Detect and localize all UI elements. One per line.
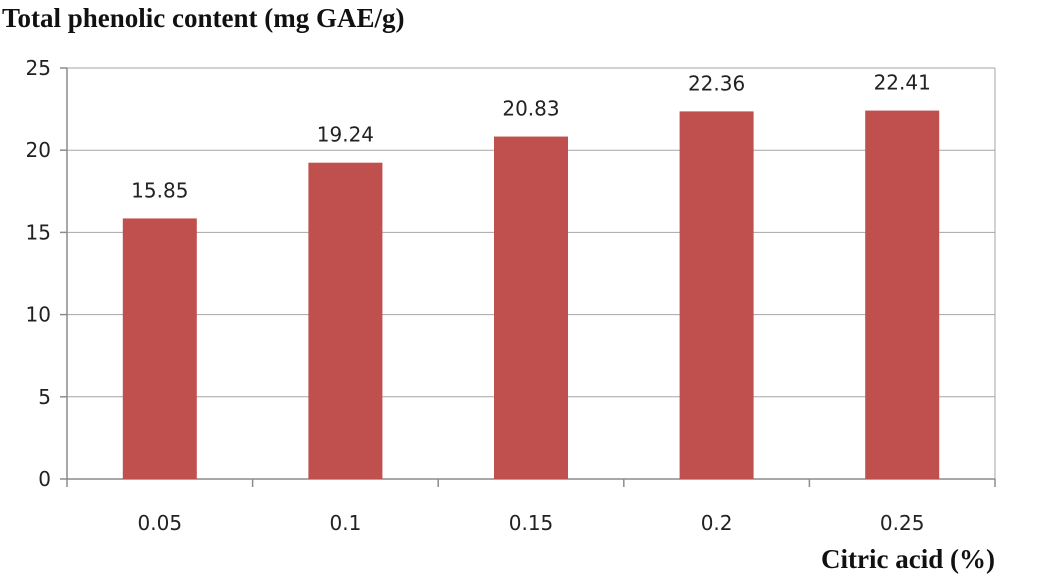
bar <box>308 162 383 479</box>
bar <box>494 136 568 479</box>
data-label: 22.36 <box>688 71 745 95</box>
x-tick-label: 0.2 <box>701 511 733 535</box>
y-tick-label: 10 <box>26 303 51 327</box>
data-label: 20.83 <box>502 97 559 121</box>
x-tick-label: 0.05 <box>138 511 183 535</box>
y-axis-title: Total phenolic content (mg GAE/g) <box>2 3 405 33</box>
data-label: 22.41 <box>874 71 931 95</box>
y-tick-label: 20 <box>26 138 51 162</box>
bar-layer <box>122 110 940 480</box>
data-label: 15.85 <box>131 178 188 202</box>
label-layer: 0 5 10 15 20 25 15.85 0.05 19.24 0.1 20.83 0.15 22.3… <box>26 56 931 535</box>
bar <box>679 111 754 479</box>
bar <box>122 218 197 479</box>
x-tick-label: 0.25 <box>880 511 925 535</box>
y-tick-label: 25 <box>26 56 51 80</box>
x-tick-label: 0.1 <box>329 511 361 535</box>
y-tick-label: 15 <box>26 220 51 244</box>
x-tick-label: 0.15 <box>509 511 554 535</box>
x-axis-title: Citric acid (%) <box>821 544 995 574</box>
data-label: 19.24 <box>317 123 374 147</box>
bar <box>865 110 940 480</box>
y-tick-label: 0 <box>38 467 51 491</box>
y-tick-label: 5 <box>38 385 51 409</box>
